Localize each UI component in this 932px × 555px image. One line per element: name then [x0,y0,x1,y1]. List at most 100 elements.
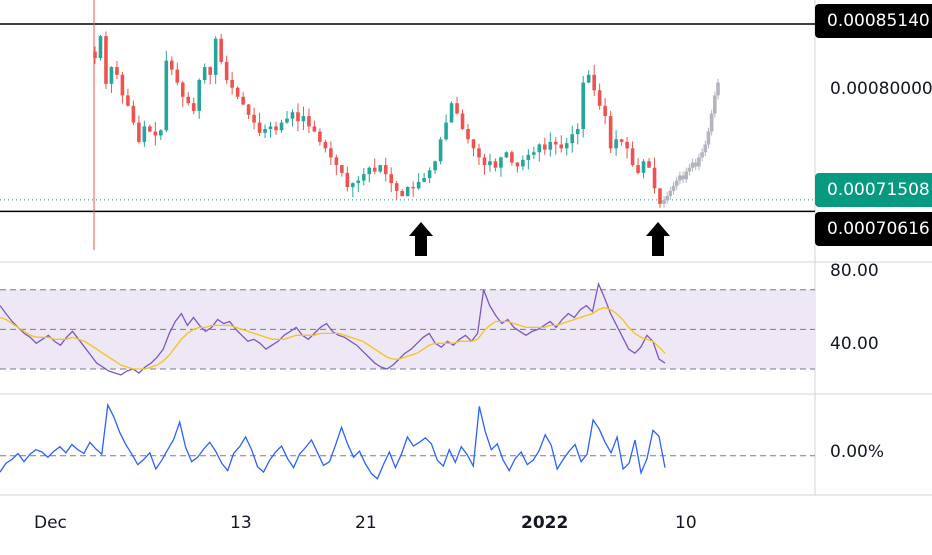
candle [378,165,383,172]
rsi-tick-label-80: 80.00 [830,261,879,281]
candle [438,139,443,162]
candle [394,183,399,191]
candle [608,116,613,149]
oscillator-line [0,402,666,480]
resistance-price-tag: 0.00085140 [815,4,932,38]
up-arrow [409,222,433,256]
projection-candle [665,196,669,200]
candle [405,187,410,197]
projection-candle [684,171,689,180]
candle [351,183,355,188]
candle [466,129,470,140]
projection-candle [706,131,711,145]
projection-candle [671,185,676,191]
candle [329,148,333,158]
projection-candle [709,113,714,132]
candle [652,167,657,189]
candle [274,126,278,131]
candle [235,87,240,97]
candle [636,165,640,173]
time-label-21: 21 [355,513,377,533]
candle [493,161,498,168]
candle [246,104,251,115]
time-label-10: 10 [675,513,697,533]
candle [153,131,158,136]
candle [389,174,394,184]
candle [449,103,454,123]
candle [219,38,223,62]
candle [625,141,629,149]
candle [268,126,273,129]
candle [559,144,564,149]
candle [159,130,163,136]
candle [361,174,366,181]
rsi-tick-label-40: 40.00 [830,334,879,354]
candle [367,167,372,175]
candle [285,118,289,123]
candle [482,157,487,166]
candle [257,122,262,133]
candle [180,82,185,97]
projection-candle [700,152,704,158]
candle [460,113,465,129]
candle [564,143,569,149]
time-label-dec: Dec [34,513,67,533]
candle [252,114,256,123]
candle [521,159,525,167]
candle [323,141,328,149]
projection-candle [697,157,701,167]
candle [230,79,234,88]
candle [614,139,618,149]
candle [444,122,448,140]
candle [499,157,503,168]
candle [169,60,174,70]
price-pane [0,0,815,250]
oscillator-tick-label: 0.00% [830,442,884,462]
candle [98,36,103,59]
candle [345,172,350,188]
candle [120,74,125,96]
projection-candle [703,144,708,153]
candle [279,122,284,131]
candle [142,126,147,142]
candle [126,95,130,106]
candle [400,190,404,197]
candle [312,126,317,132]
candle [383,165,388,175]
candle [416,181,421,189]
projection-candle [713,95,717,114]
oscillator-pane [0,402,815,480]
candle [477,148,481,158]
candle [504,152,509,158]
candle [603,105,607,117]
candle [340,165,344,173]
projection-candle [668,190,673,197]
rsi-ma-line [0,306,666,370]
candle [592,74,596,91]
candle [356,180,361,184]
candle [422,178,426,182]
candle [307,116,311,127]
candle [115,67,119,75]
candle [543,144,547,150]
candle [658,188,662,204]
candle [630,148,635,166]
candle [148,126,152,132]
candle [224,61,229,80]
candle [372,167,377,172]
candle [290,112,295,119]
candle [318,131,322,142]
candle [553,141,558,145]
candle [334,157,339,166]
candle [570,134,575,144]
candle [647,161,651,168]
candle [455,103,459,114]
candle [532,152,536,155]
price-tick-label: 0.00080000 [830,79,932,99]
candle [515,162,520,167]
candle [164,60,169,131]
candle [586,74,591,83]
candle [131,105,136,123]
